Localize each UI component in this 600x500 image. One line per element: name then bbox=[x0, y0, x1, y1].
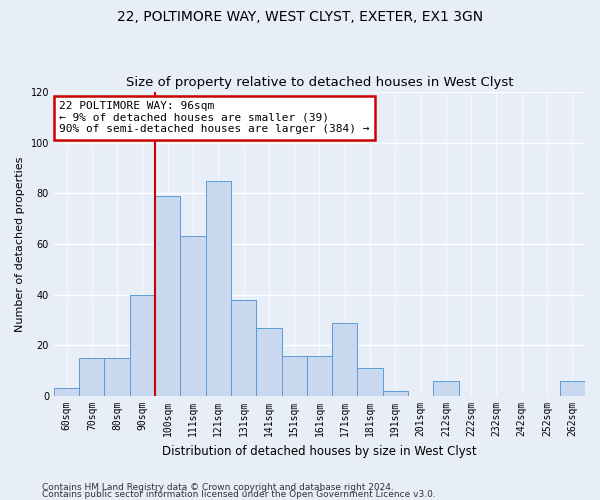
Title: Size of property relative to detached houses in West Clyst: Size of property relative to detached ho… bbox=[126, 76, 513, 90]
Bar bbox=[181, 236, 206, 396]
Bar bbox=[281, 356, 307, 396]
Text: Contains public sector information licensed under the Open Government Licence v3: Contains public sector information licen… bbox=[42, 490, 436, 499]
Bar bbox=[104, 358, 130, 396]
Text: 22, POLTIMORE WAY, WEST CLYST, EXETER, EX1 3GN: 22, POLTIMORE WAY, WEST CLYST, EXETER, E… bbox=[117, 10, 483, 24]
Y-axis label: Number of detached properties: Number of detached properties bbox=[15, 156, 25, 332]
Bar bbox=[54, 388, 79, 396]
Bar bbox=[256, 328, 281, 396]
X-axis label: Distribution of detached houses by size in West Clyst: Distribution of detached houses by size … bbox=[162, 444, 477, 458]
Bar bbox=[307, 356, 332, 396]
Bar bbox=[433, 381, 458, 396]
Text: 22 POLTIMORE WAY: 96sqm
← 9% of detached houses are smaller (39)
90% of semi-det: 22 POLTIMORE WAY: 96sqm ← 9% of detached… bbox=[59, 101, 370, 134]
Bar bbox=[332, 322, 358, 396]
Text: Contains HM Land Registry data © Crown copyright and database right 2024.: Contains HM Land Registry data © Crown c… bbox=[42, 484, 394, 492]
Bar bbox=[206, 180, 231, 396]
Bar bbox=[560, 381, 585, 396]
Bar bbox=[231, 300, 256, 396]
Bar bbox=[358, 368, 383, 396]
Bar bbox=[383, 391, 408, 396]
Bar bbox=[130, 294, 155, 396]
Bar bbox=[155, 196, 181, 396]
Bar bbox=[79, 358, 104, 396]
